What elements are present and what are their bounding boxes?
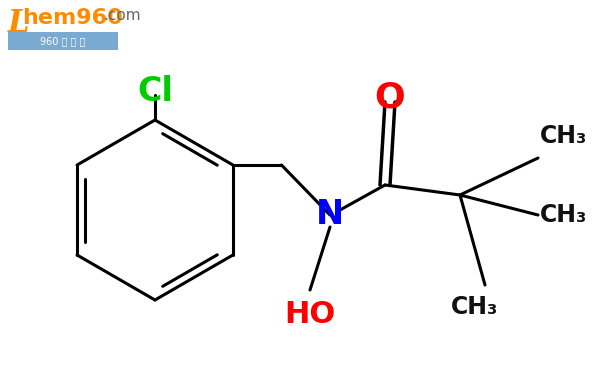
Text: CH₃: CH₃ [540, 203, 587, 227]
Text: CH₃: CH₃ [451, 295, 499, 319]
Text: O: O [374, 80, 405, 114]
Text: .com: .com [103, 8, 140, 23]
Text: L: L [8, 8, 30, 39]
Text: hem960: hem960 [22, 8, 123, 28]
Text: Cl: Cl [137, 75, 173, 108]
Text: N: N [316, 198, 344, 231]
Text: CH₃: CH₃ [540, 124, 587, 148]
FancyBboxPatch shape [8, 32, 118, 50]
Text: 960 化 工 网: 960 化 工 网 [41, 36, 86, 46]
Text: HO: HO [284, 300, 336, 329]
